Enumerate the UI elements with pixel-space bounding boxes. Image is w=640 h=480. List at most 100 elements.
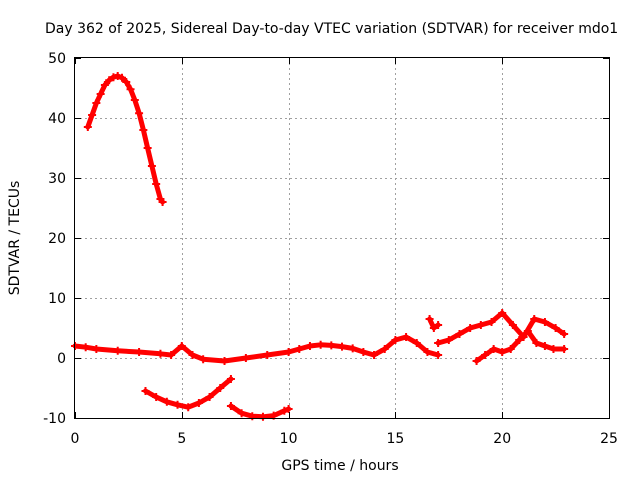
data-point (100, 81, 109, 89)
data-point (220, 357, 229, 365)
data-point (560, 330, 569, 338)
data-point (105, 76, 114, 85)
data-point (498, 348, 507, 356)
x-tick-label: 0 (71, 431, 80, 447)
data-point (434, 351, 443, 359)
data-point (523, 327, 532, 335)
data-point (359, 348, 368, 356)
data-point (152, 180, 161, 188)
data-point (284, 405, 293, 413)
x-tick-label: 15 (386, 431, 404, 447)
data-point (135, 109, 144, 118)
data-point (305, 342, 314, 350)
data-point (434, 321, 443, 329)
data-point (156, 349, 165, 358)
data-point (327, 341, 336, 350)
data-point (348, 344, 357, 353)
data-point (113, 346, 122, 355)
data-point (532, 339, 541, 347)
data-point (489, 345, 498, 353)
data-point (434, 339, 443, 347)
data-point (540, 342, 549, 350)
data-point (481, 351, 490, 359)
data-point (295, 345, 304, 353)
data-point (498, 309, 507, 317)
data-point (81, 343, 90, 352)
data-point (506, 345, 515, 353)
series-high-arc (83, 72, 167, 206)
data-point (280, 406, 289, 415)
data-point (455, 330, 464, 338)
y-axis-label: SDTVAR / TECUs (7, 181, 23, 296)
x-tick-label: 25 (600, 431, 618, 447)
data-point (158, 198, 167, 206)
series-low-arc-B (226, 402, 293, 421)
data-point (466, 324, 475, 332)
data-point (113, 72, 122, 80)
series-late-upper (434, 309, 569, 347)
data-point (194, 399, 203, 407)
data-point (391, 336, 400, 344)
data-point (551, 324, 560, 332)
data-point (130, 96, 139, 104)
grid-lines (75, 58, 609, 418)
x-tick-label: 5 (177, 431, 186, 447)
data-point (92, 99, 101, 107)
y-tick-label: 20 (48, 231, 66, 247)
data-point (380, 345, 389, 353)
data-point (540, 318, 549, 326)
data-point (226, 402, 235, 410)
data-point (515, 336, 524, 344)
data-point (429, 324, 438, 332)
data-point (560, 345, 569, 353)
data-point (530, 315, 539, 323)
data-point (188, 351, 197, 359)
data-point (141, 387, 150, 395)
data-point (199, 355, 208, 364)
data-point (237, 409, 246, 418)
x-tick-label: 10 (280, 431, 298, 447)
chart-title: Day 362 of 2025, Sidereal Day-to-day VTE… (45, 21, 618, 37)
data-point (162, 397, 171, 406)
data-point (92, 345, 101, 353)
axis-ticks: 0 5 10 15 20 25 -10 0 10 20 30 40 50 (43, 51, 618, 447)
data-point (241, 354, 250, 362)
series-line (72, 334, 441, 364)
data-point (425, 315, 434, 323)
data-point (316, 340, 325, 349)
y-tick-label: 40 (48, 111, 66, 127)
series-late-lower (472, 327, 569, 365)
x-tick-label: 20 (493, 431, 511, 447)
data-point (226, 375, 235, 383)
data-point (508, 321, 517, 329)
data-point (96, 90, 105, 98)
data-point (216, 384, 225, 392)
data-point (122, 78, 131, 86)
data-point (444, 336, 453, 344)
data-point (109, 73, 118, 82)
data-point (263, 351, 272, 359)
data-point (423, 348, 432, 356)
y-tick-label: 0 (57, 351, 66, 367)
data-point (147, 162, 156, 170)
data-point (284, 348, 293, 356)
data-point (135, 348, 144, 356)
data-point (472, 357, 481, 365)
series-low-arc-A (141, 375, 235, 412)
data-point (126, 85, 135, 94)
data-point (258, 412, 267, 421)
data-point (152, 393, 161, 401)
data-point (83, 123, 92, 131)
y-tick-label: -10 (43, 411, 66, 427)
data-point (487, 318, 496, 326)
data-point (173, 400, 182, 409)
y-tick-label: 50 (48, 51, 66, 67)
data-point (412, 339, 421, 347)
data-point (139, 126, 148, 134)
data-point (402, 333, 411, 341)
data-point (370, 351, 379, 359)
y-tick-label: 10 (48, 291, 66, 307)
plot-frame (74, 57, 610, 419)
